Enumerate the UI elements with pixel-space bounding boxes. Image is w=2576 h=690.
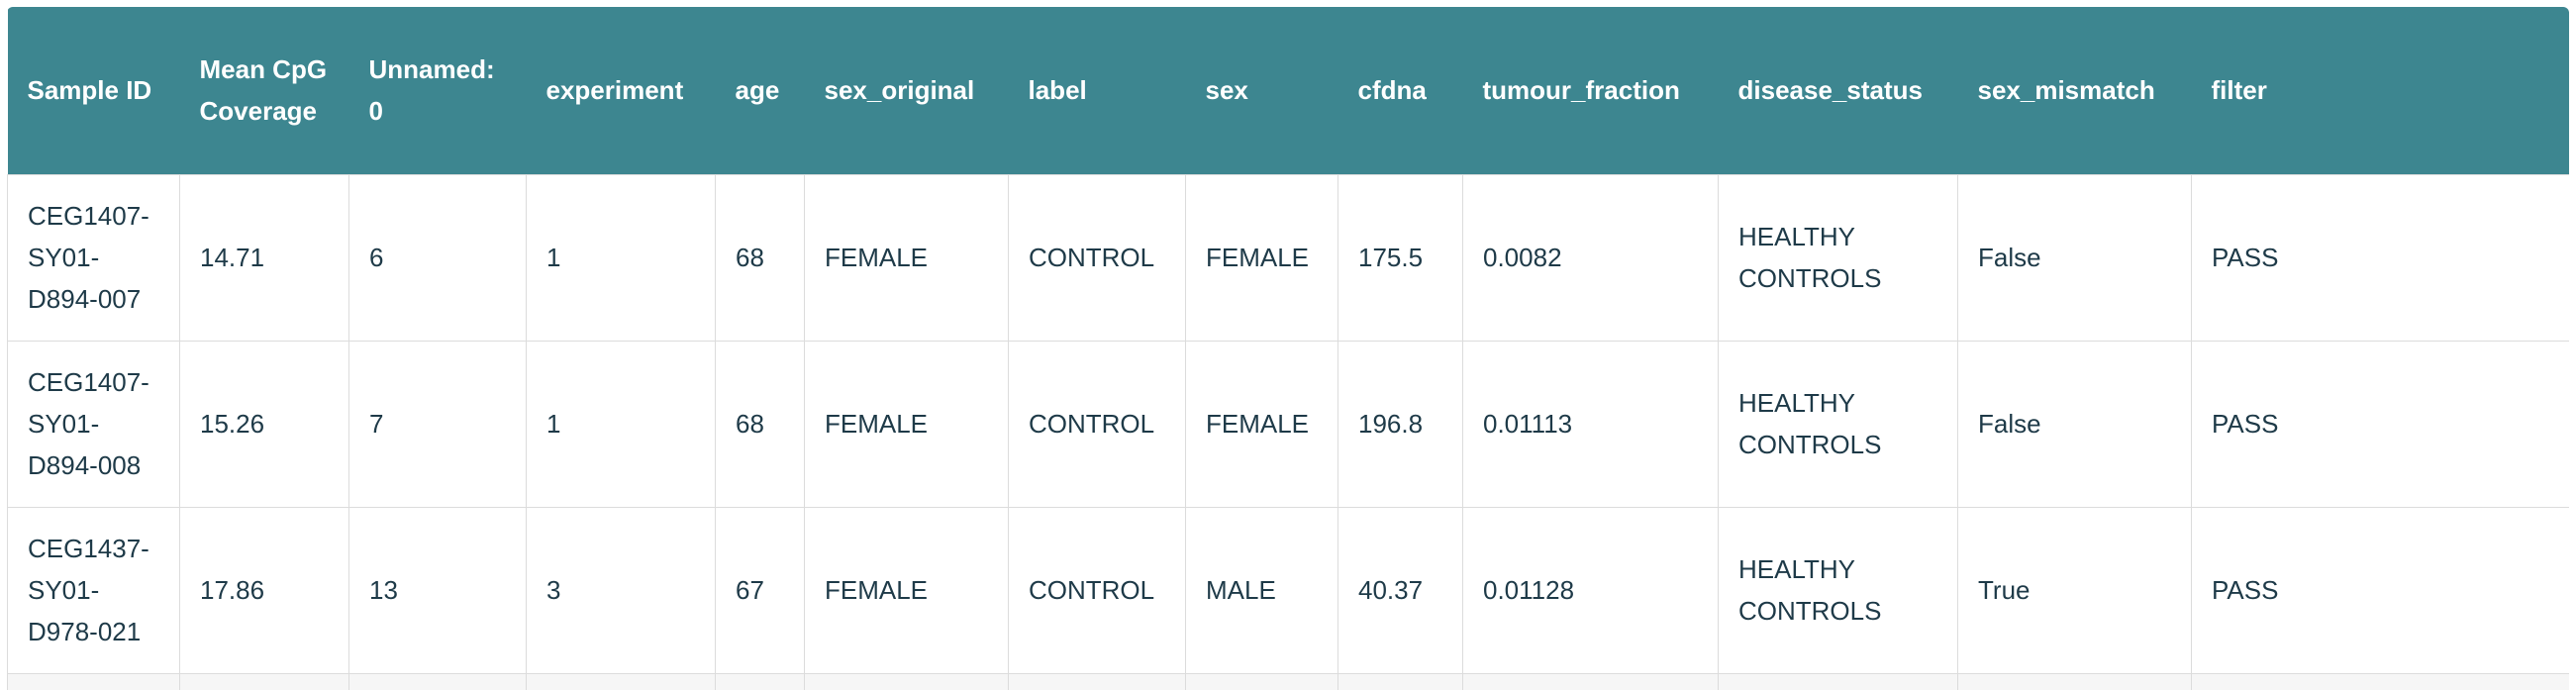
table-cell: False (1957, 173, 2192, 342)
column-header: filter (2191, 7, 2569, 174)
table-cell: 6 (348, 173, 527, 342)
table-cell (1008, 672, 1186, 690)
table-cell (715, 672, 805, 690)
table-cell (2191, 672, 2569, 690)
table-cell: 175.5 (1338, 173, 1463, 342)
column-header: experiment (526, 7, 716, 174)
table-cell: 196.8 (1338, 340, 1463, 508)
table-row: CEG1407-SY01-D894-007 14.71 6 1 68 FEMALE CONT… (7, 173, 2569, 342)
table-cell: CEG1407-SY01-D894-007 (7, 173, 180, 342)
table-cell (1957, 672, 2192, 690)
table-cell: 68 (715, 173, 805, 342)
table-cell: FEMALE (804, 340, 1009, 508)
table-cell: HEALTHY CONTROLS (1718, 506, 1958, 674)
table-cell: FEMALE (1185, 173, 1338, 342)
table-row (7, 672, 2569, 690)
column-header: sex_mismatch (1957, 7, 2192, 174)
table-cell: 1 (526, 173, 716, 342)
table-cell: CEG1407-SY01-D894-008 (7, 340, 180, 508)
table-body: CEG1407-SY01-D894-007 14.71 6 1 68 FEMALE CONT… (7, 173, 2569, 690)
table-cell: HEALTHY CONTROLS (1718, 340, 1958, 508)
table-cell: 15.26 (179, 340, 349, 508)
table-cell (1718, 672, 1958, 690)
table-cell: CEG1437-SY01-D978-021 (7, 506, 180, 674)
table-cell (1185, 672, 1338, 690)
table-cell: PASS (2191, 506, 2569, 674)
table-cell: PASS (2191, 340, 2569, 508)
table-cell: 0.01128 (1462, 506, 1719, 674)
table-cell: CONTROL (1008, 506, 1186, 674)
table-cell: False (1957, 340, 2192, 508)
column-header: tumour_fraction (1462, 7, 1719, 174)
table-cell (804, 672, 1009, 690)
table-cell: CONTROL (1008, 173, 1186, 342)
table-row: CEG1407-SY01-D894-008 15.26 7 1 68 FEMALE CONT… (7, 340, 2569, 508)
table-cell (1462, 672, 1719, 690)
table-container: Sample ID Mean CpG Coverage Unnamed: 0 expe… (7, 7, 2569, 690)
table-cell: True (1957, 506, 2192, 674)
table-cell: PASS (2191, 173, 2569, 342)
table-cell (348, 672, 527, 690)
table-cell: 40.37 (1338, 506, 1463, 674)
table-cell: MALE (1185, 506, 1338, 674)
header-row: Sample ID Mean CpG Coverage Unnamed: 0 expe… (7, 7, 2569, 174)
table-cell: FEMALE (804, 173, 1009, 342)
table-cell: 67 (715, 506, 805, 674)
table-cell: 17.86 (179, 506, 349, 674)
table-cell (7, 672, 180, 690)
table-cell: 0.0082 (1462, 173, 1719, 342)
column-header: label (1008, 7, 1186, 174)
column-header: Sample ID (7, 7, 180, 174)
data-table: Sample ID Mean CpG Coverage Unnamed: 0 expe… (7, 7, 2569, 690)
table-cell (526, 672, 716, 690)
table-cell: CONTROL (1008, 340, 1186, 508)
table-cell: 1 (526, 340, 716, 508)
table-cell: 13 (348, 506, 527, 674)
column-header: age (715, 7, 805, 174)
table-cell: 3 (526, 506, 716, 674)
table-cell: 68 (715, 340, 805, 508)
table-cell: HEALTHY CONTROLS (1718, 173, 1958, 342)
column-header: sex (1185, 7, 1338, 174)
table-cell: FEMALE (804, 506, 1009, 674)
column-header: cfdna (1338, 7, 1463, 174)
table-cell (179, 672, 349, 690)
table-cell: 14.71 (179, 173, 349, 342)
table-row: CEG1437-SY01-D978-021 17.86 13 3 67 FEMALE CON… (7, 506, 2569, 674)
column-header: sex_original (804, 7, 1009, 174)
table-cell (1338, 672, 1463, 690)
table-cell: FEMALE (1185, 340, 1338, 508)
column-header: Mean CpG Coverage (179, 7, 349, 174)
column-header: disease_status (1718, 7, 1958, 174)
table-cell: 0.01113 (1462, 340, 1719, 508)
column-header: Unnamed: 0 (348, 7, 527, 174)
table-cell: 7 (348, 340, 527, 508)
